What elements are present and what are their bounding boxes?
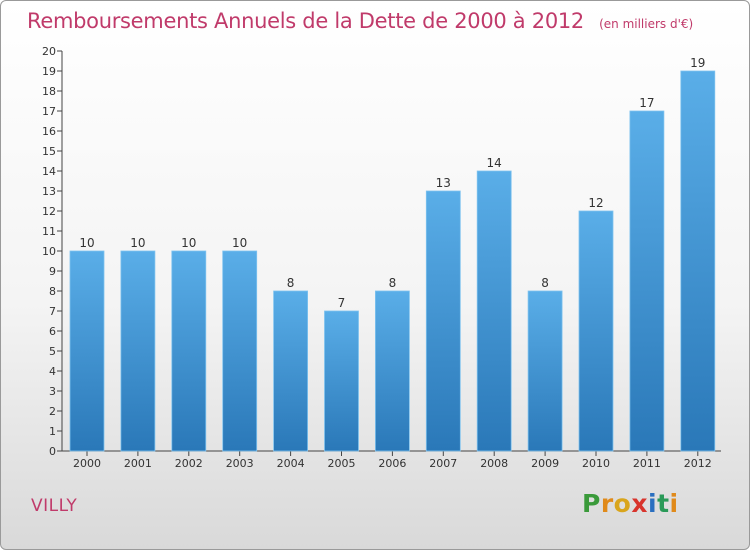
y-tick-label: 12 (42, 205, 56, 218)
bar-2012 (680, 70, 716, 452)
logo-letter: t (657, 489, 670, 518)
data-label: 14 (487, 156, 502, 170)
data-label: 10 (232, 236, 247, 250)
y-tick-label: 4 (49, 365, 56, 378)
logo-letter: P (582, 489, 601, 518)
x-tick-label: 2007 (429, 457, 457, 470)
y-tick-label: 20 (42, 45, 56, 58)
y-tick-label: 8 (49, 285, 56, 298)
bar-2000 (69, 250, 105, 452)
x-tick-label: 2009 (531, 457, 559, 470)
x-tick-label: 2000 (73, 457, 101, 470)
bar-2011 (629, 110, 665, 452)
data-label: 10 (130, 236, 145, 250)
y-tick-label: 16 (42, 125, 56, 138)
data-label: 19 (690, 56, 705, 70)
bar-2009 (527, 290, 563, 452)
bar-2008 (476, 170, 512, 452)
x-tick-label: 2006 (378, 457, 406, 470)
y-tick-label: 7 (49, 305, 56, 318)
bar-2003 (222, 250, 258, 452)
data-label: 10 (79, 236, 94, 250)
logo-letter: x (631, 489, 648, 518)
logo-letter: r (600, 489, 614, 518)
y-tick-label: 15 (42, 145, 56, 158)
proxiti-logo: Proxiti (582, 489, 679, 518)
y-tick-label: 17 (42, 105, 56, 118)
data-labels: 10 10 10 10 8 7 8 13 14 8 12 17 19 (79, 56, 705, 310)
data-label: 13 (436, 176, 451, 190)
logo-letter: i (669, 489, 679, 518)
data-label: 8 (287, 276, 295, 290)
y-tick-label: 19 (42, 65, 56, 78)
data-label: 8 (389, 276, 397, 290)
y-tick-label: 14 (42, 165, 56, 178)
y-tick-label: 10 (42, 245, 56, 258)
y-tick-label: 0 (49, 445, 56, 458)
y-tick-label: 3 (49, 385, 56, 398)
x-tick-label: 2003 (226, 457, 254, 470)
chart-title: Remboursements Annuels de la Dette de 20… (27, 9, 584, 33)
chart-title-block: Remboursements Annuels de la Dette de 20… (27, 9, 693, 33)
bar-2006 (374, 290, 410, 452)
x-tick-label: 2011 (633, 457, 661, 470)
y-tick-label: 6 (49, 325, 56, 338)
x-tick-label: 2012 (684, 457, 712, 470)
commune-name: VILLY (31, 496, 78, 516)
x-tick-label: 2001 (124, 457, 152, 470)
y-tick-label: 1 (49, 425, 56, 438)
bar-2002 (171, 250, 207, 452)
x-tick-label: 2004 (277, 457, 305, 470)
x-tick-label: 2008 (480, 457, 508, 470)
y-tick-label: 18 (42, 85, 56, 98)
data-label: 10 (181, 236, 196, 250)
bar-2005 (324, 310, 359, 452)
y-tick-label: 13 (42, 185, 56, 198)
data-label: 12 (588, 196, 603, 210)
chart-unit: (en milliers d'€) (599, 17, 694, 31)
bar-2004 (273, 290, 309, 452)
y-tick-label: 5 (49, 345, 56, 358)
logo-letter: o (613, 489, 632, 518)
data-label: 17 (639, 96, 654, 110)
bar-2001 (120, 250, 156, 452)
bar-2007 (425, 190, 461, 452)
data-label: 8 (541, 276, 549, 290)
y-tick-label: 11 (42, 225, 56, 238)
x-tick-label: 2002 (175, 457, 203, 470)
data-label: 7 (338, 296, 346, 310)
bars (69, 70, 716, 452)
y-tick-label: 9 (49, 265, 56, 278)
bar-2010 (578, 210, 614, 452)
x-tick-label: 2005 (328, 457, 356, 470)
logo-letter: i (648, 489, 658, 518)
x-tick-label: 2010 (582, 457, 610, 470)
y-tick-label: 2 (49, 405, 56, 418)
